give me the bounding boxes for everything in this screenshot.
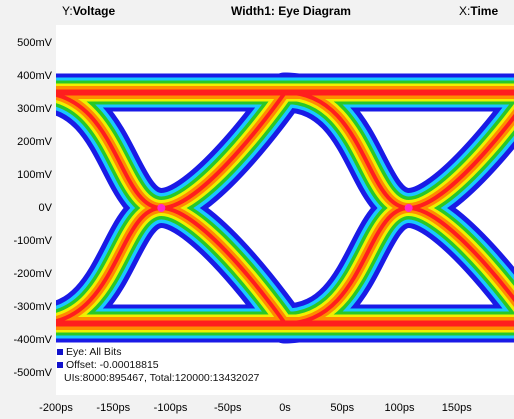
x-tick-label: -50ps [213,402,242,414]
x-tick-label: -200ps [39,402,73,414]
x-tick-label: 150ps [441,402,472,414]
crossing-point [404,204,413,212]
offset-marker [57,362,63,368]
chart-header: Y:Voltage Width1: Eye Diagram X:Time [0,0,514,24]
x-tick-label: -100ps [153,402,188,414]
x-tick-label: 50ps [330,402,355,414]
eye-source-label: Eye: All Bits [66,346,122,358]
y-tick-label: -500mV [13,367,52,379]
y-tick-label: 200mV [17,136,52,148]
x-axis-label: X:Time [459,4,499,18]
x-tick-label: 100ps [384,402,415,414]
x-tick-label: 0s [279,402,291,414]
ui-count-label: UIs:8000:895467, Total:120000:13432027 [64,372,260,384]
y-tick-label: -300mV [13,301,52,313]
eye-diagram-svg [56,72,514,344]
y-tick-label: -100mV [13,235,52,247]
y-tick-label: 100mV [17,169,52,181]
crossing-point [157,204,166,212]
chart-title: Width1: Eye Diagram [231,4,351,18]
y-tick-label: 0V [38,202,52,214]
red-core-transition [283,90,514,303]
y-tick-label: 300mV [17,103,52,115]
y-axis-label: Y:Voltage [62,4,116,18]
x-tick-label: -150ps [96,402,131,414]
legend-marker [57,349,63,355]
y-tick-label: 500mV [17,37,52,49]
eye-diagram-plot [56,25,514,395]
y-tick-label: -200mV [13,268,52,280]
offset-label: Offset: -0.00018815 [66,359,159,371]
y-tick-label: 400mV [17,70,52,82]
y-tick-label: -400mV [13,334,52,346]
